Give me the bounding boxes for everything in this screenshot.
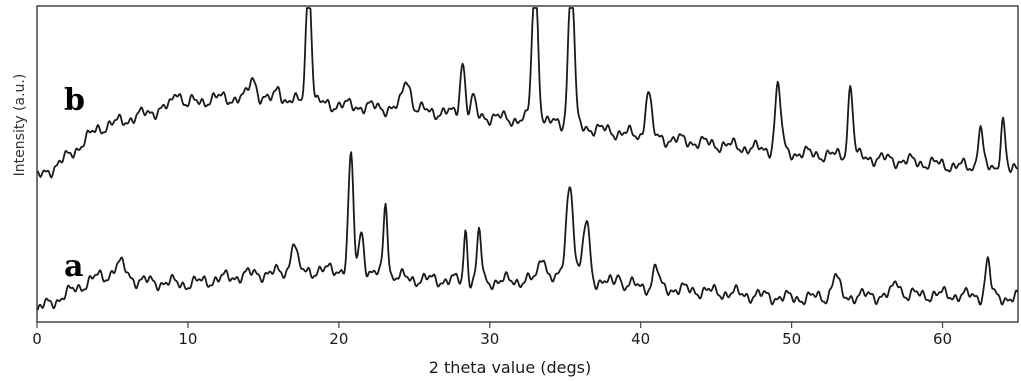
x-tick-label: 50 <box>782 330 801 348</box>
x-axis-ticks: 0 10 20 30 40 50 60 <box>32 322 952 348</box>
x-tick-label: 60 <box>933 330 952 348</box>
xrd-traces <box>37 7 1018 310</box>
x-tick-label: 20 <box>329 330 348 348</box>
xrd-trace-b <box>37 7 1018 179</box>
plot-border <box>36 5 1019 323</box>
xrd-trace-a <box>37 151 1018 310</box>
series-label-a: a <box>64 249 83 284</box>
x-tick-label: 0 <box>32 330 42 348</box>
x-tick-label: 30 <box>480 330 499 348</box>
series-labels: ba <box>64 83 85 284</box>
x-tick-label: 10 <box>178 330 197 348</box>
x-tick-label: 40 <box>631 330 650 348</box>
x-axis-title: 2 theta value (degs) <box>429 358 591 377</box>
y-axis-title: Intensity (a.u.) <box>12 74 28 177</box>
series-label-b: b <box>64 83 85 118</box>
plot-frame <box>36 5 1019 323</box>
